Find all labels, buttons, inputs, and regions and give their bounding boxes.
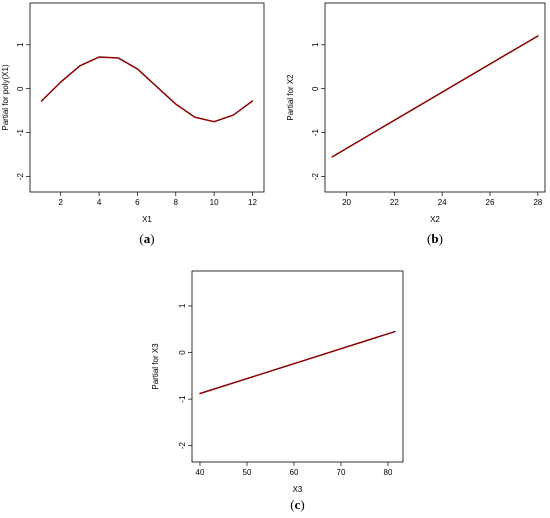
y-tick-label: 0 (178, 350, 187, 355)
plot-frame (324, 2, 546, 193)
x-tick-label: 50 (243, 468, 252, 477)
y-tick-label: -1 (178, 395, 187, 403)
y-tick-label: 1 (178, 303, 187, 308)
y-axis-label: Partial for poly(X1) (1, 64, 10, 131)
y-tick-label: -1 (311, 129, 320, 137)
x-tick-label: 20 (342, 198, 351, 207)
series-line (40, 56, 254, 123)
x-tick-label: 10 (210, 198, 219, 207)
x-tick-label: 70 (337, 468, 346, 477)
panel-caption-open-paren: ( (290, 497, 294, 512)
y-tick-label: -1 (16, 129, 25, 137)
panel-caption-open-paren: ( (427, 231, 431, 246)
plot-frame (29, 2, 265, 193)
x-tick-label: 12 (248, 198, 257, 207)
y-tick-label: 0 (311, 86, 320, 91)
x-tick-label: 4 (97, 198, 102, 207)
series-line (199, 330, 396, 395)
x-tick-label: 40 (196, 468, 205, 477)
plot-frame (191, 270, 404, 463)
chart-panel-b: 20 22 24 26 28 -2 -1 0 1 X2 Partial for X2 (b) (286, 2, 546, 246)
series-line (331, 35, 539, 158)
y-axis-label: Partial for X2 (286, 74, 295, 121)
panel-caption: (b) (427, 231, 443, 246)
panel-caption: (a) (139, 231, 154, 246)
x-axis-label: X1 (142, 215, 152, 224)
panel-caption-open-paren: ( (139, 231, 143, 246)
y-tick-label: -2 (178, 442, 187, 450)
x-tick-label: 8 (174, 198, 179, 207)
y-tick-label: 1 (311, 42, 320, 47)
y-tick-label: 0 (16, 86, 25, 91)
panel-caption-letter: c (295, 497, 301, 512)
x-axis-label: X2 (430, 215, 440, 224)
y-tick-label: 1 (16, 42, 25, 47)
x-tick-label: 28 (533, 198, 542, 207)
x-tick-label: 24 (438, 198, 447, 207)
y-tick-label: -2 (16, 173, 25, 181)
x-tick-label: 80 (384, 468, 393, 477)
panel-caption: (c) (290, 497, 304, 512)
chart-panel-c: 40 50 60 70 80 -2 -1 0 1 X3 Partial for X3 (c) (151, 270, 404, 512)
panel-caption-letter: a (144, 231, 151, 246)
x-tick-label: 6 (135, 198, 140, 207)
x-tick-label: 26 (486, 198, 495, 207)
panel-caption-letter: b (431, 231, 438, 246)
y-axis-label: Partial for X3 (151, 343, 160, 390)
y-tick-label: -2 (311, 173, 320, 181)
panel-caption-close-paren: ) (300, 497, 304, 512)
x-axis-label: X3 (293, 485, 303, 494)
x-tick-label: 60 (290, 468, 299, 477)
x-tick-label: 22 (390, 198, 399, 207)
x-tick-label: 2 (58, 198, 63, 207)
panel-caption-close-paren: ) (150, 231, 154, 246)
chart-panel-a: 2 4 6 8 10 12 -2 -1 0 1 X1 Partial for poly(X1) (a) (1, 2, 265, 246)
panel-caption-close-paren: ) (439, 231, 443, 246)
